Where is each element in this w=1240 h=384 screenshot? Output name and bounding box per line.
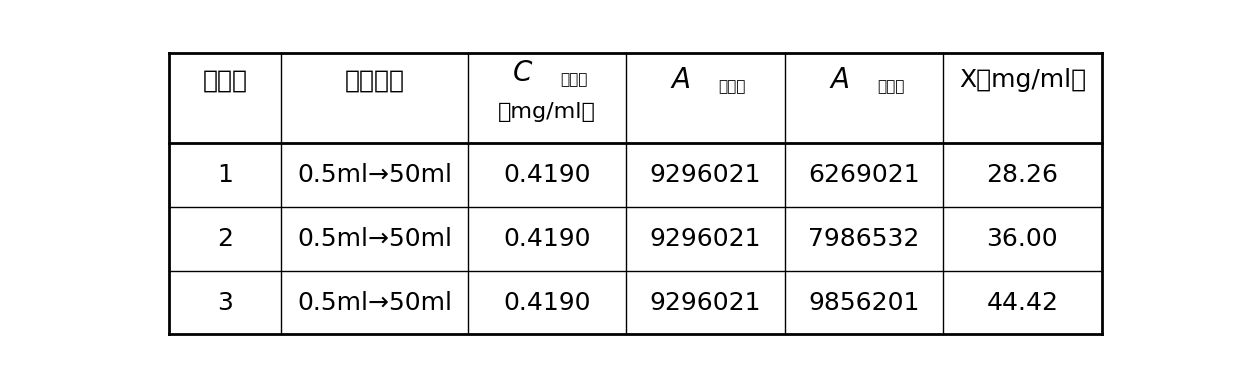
Text: X（mg/ml）: X（mg/ml） — [959, 68, 1086, 93]
Text: 稀释步骤: 稀释步骤 — [345, 68, 404, 93]
Text: 9296021: 9296021 — [650, 291, 761, 314]
Text: 36.00: 36.00 — [987, 227, 1058, 251]
Text: 9296021: 9296021 — [650, 227, 761, 251]
Text: 9856201: 9856201 — [808, 291, 920, 314]
Text: 0.5ml→50ml: 0.5ml→50ml — [298, 291, 453, 314]
Text: 9296021: 9296021 — [650, 163, 761, 187]
Text: 对照品: 对照品 — [560, 72, 588, 87]
Text: 供试品: 供试品 — [877, 79, 904, 94]
Text: 对照品: 对照品 — [719, 79, 746, 94]
Text: 0.4190: 0.4190 — [503, 163, 590, 187]
Text: 0.5ml→50ml: 0.5ml→50ml — [298, 227, 453, 251]
Text: 1: 1 — [217, 163, 233, 187]
Text: （mg/ml）: （mg/ml） — [498, 102, 596, 122]
Text: A: A — [831, 66, 849, 94]
Text: 7986532: 7986532 — [808, 227, 920, 251]
Text: C: C — [513, 59, 533, 87]
Text: 2: 2 — [217, 227, 233, 251]
Text: 0.4190: 0.4190 — [503, 227, 590, 251]
Text: 0.5ml→50ml: 0.5ml→50ml — [298, 163, 453, 187]
Text: 44.42: 44.42 — [986, 291, 1059, 314]
Text: 3: 3 — [217, 291, 233, 314]
Text: 6269021: 6269021 — [808, 163, 920, 187]
Text: 0.4190: 0.4190 — [503, 291, 590, 314]
Text: A: A — [672, 66, 691, 94]
Text: 28.26: 28.26 — [986, 163, 1059, 187]
Text: 实施例: 实施例 — [203, 68, 248, 93]
